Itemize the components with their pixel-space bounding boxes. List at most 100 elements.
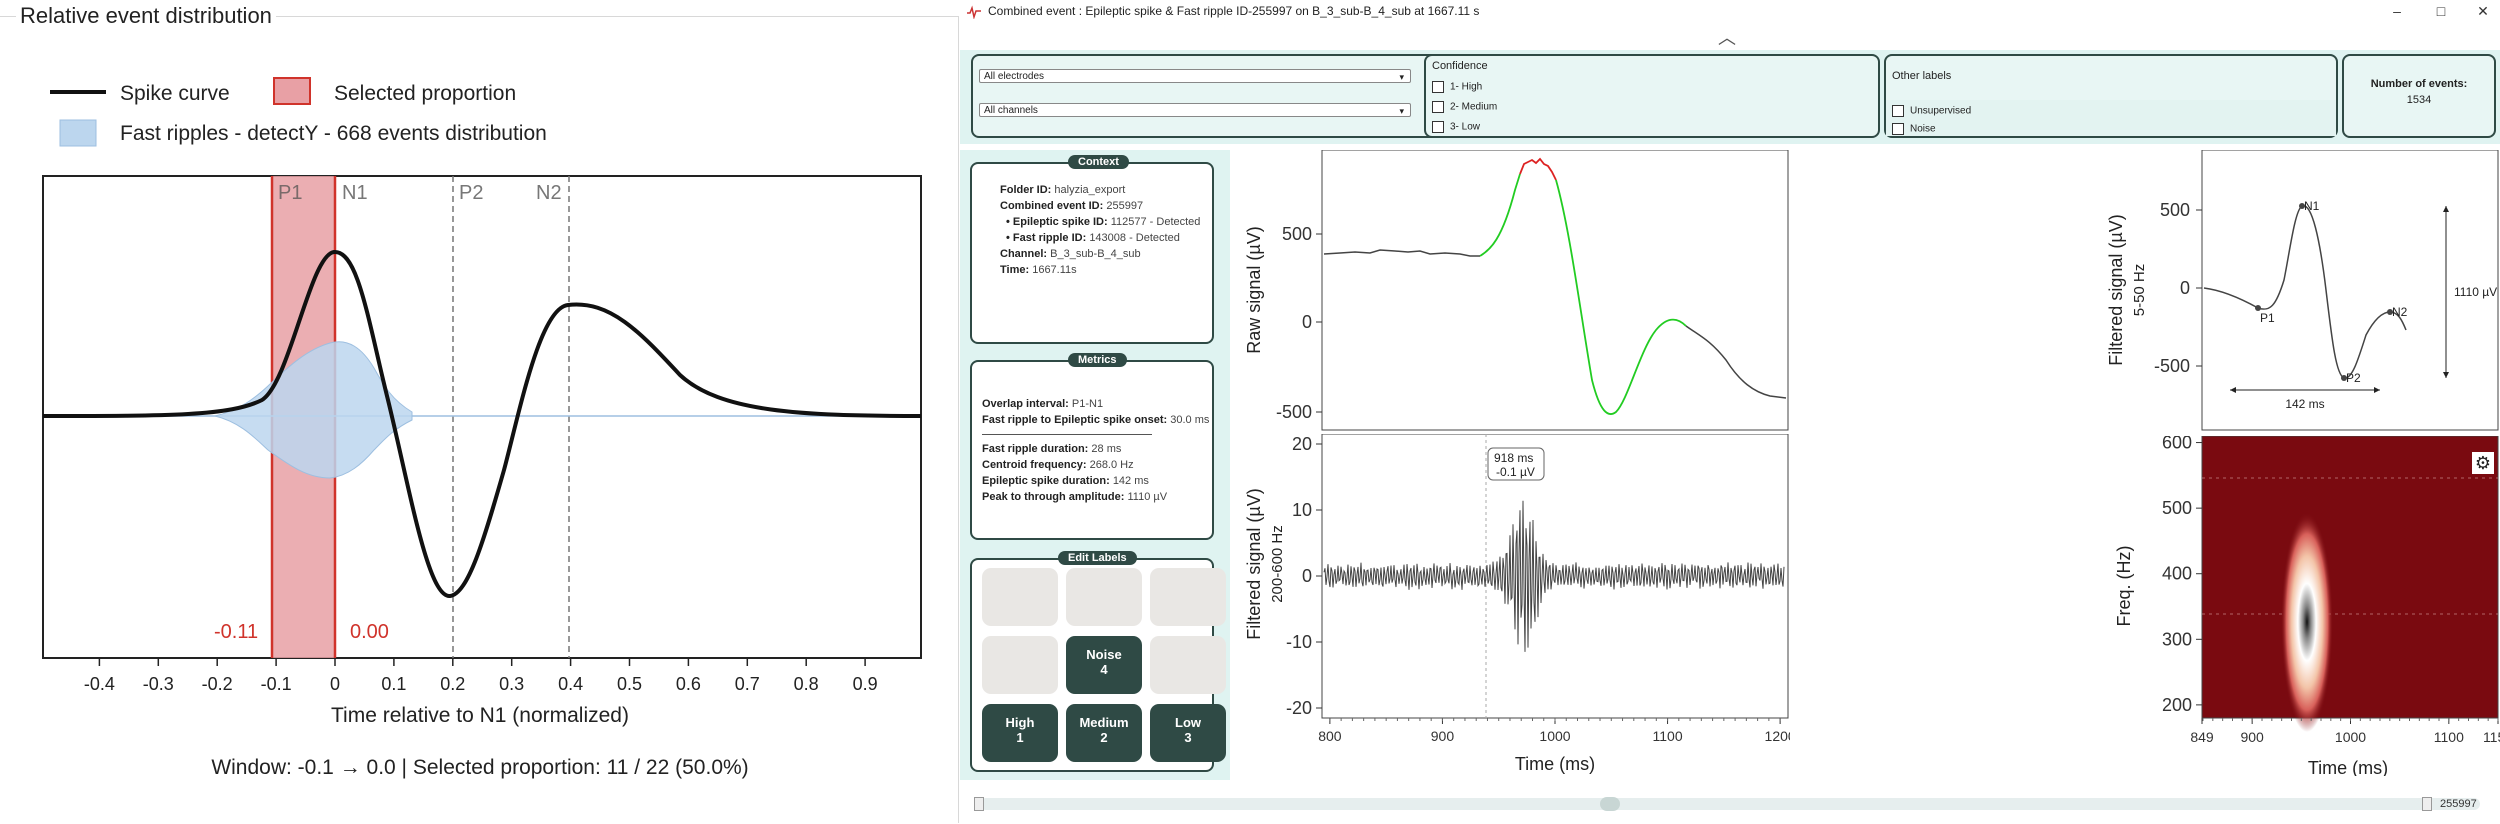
amplitude-row: Peak to through amplitude: 1110 µV bbox=[982, 489, 1209, 505]
y-tick-label: 200 bbox=[2162, 695, 2192, 715]
fast-ripple-plot: 20 10 0 -10 -20 Filtered signal (µV) 200-600… bbox=[1244, 434, 1790, 774]
confidence-low-checkbox[interactable]: 3- Low bbox=[1432, 121, 1480, 133]
value: 1667.11s bbox=[1032, 264, 1077, 276]
checkbox-label: 3- Low bbox=[1450, 121, 1481, 133]
p2-label: P2 bbox=[2346, 371, 2361, 385]
gear-icon[interactable]: ⚙ bbox=[2475, 453, 2491, 473]
shortcut-key: 2 bbox=[1100, 730, 1108, 745]
value: 268.0 Hz bbox=[1089, 459, 1134, 471]
checkbox-box bbox=[1432, 81, 1444, 93]
legend: Spike curve Selected proportion Fast rip… bbox=[50, 77, 547, 147]
y-tick-label: 20 bbox=[1292, 434, 1312, 454]
low-label-button[interactable]: Low 3 bbox=[1150, 704, 1226, 762]
label: Fast ripple to Epileptic spike onset: bbox=[982, 414, 1168, 426]
raw-ylabel: Raw signal (µV) bbox=[1244, 226, 1264, 353]
timeline-scrollbar[interactable] bbox=[980, 798, 2480, 810]
checkbox-box bbox=[1432, 121, 1444, 133]
ripple-x-ticks: 800 900 1000 1100 1200 bbox=[1318, 718, 1790, 744]
unsupervised-checkbox[interactable]: Unsupervised bbox=[1892, 105, 1971, 117]
ripple-xlabel: Time (ms) bbox=[1515, 754, 1595, 774]
ripples-distribution bbox=[214, 341, 413, 479]
y-tick-label: 10 bbox=[1292, 500, 1312, 520]
spectrogram-frame bbox=[2201, 436, 2499, 719]
channels-select[interactable]: All channels ▾ bbox=[979, 103, 1411, 117]
value: B_3_sub-B_4_sub bbox=[1050, 248, 1141, 260]
x-tick-label: -0.4 bbox=[84, 674, 115, 694]
spike-ytick: -500 bbox=[2154, 356, 2190, 376]
panel-title: Relative event distribution bbox=[16, 3, 276, 29]
n2-point bbox=[2387, 309, 2393, 315]
confidence-high-checkbox[interactable]: 1- High bbox=[1432, 81, 1482, 93]
label: Overlap interval: bbox=[982, 398, 1069, 410]
checkbox-box bbox=[1892, 105, 1904, 117]
ripple-y-ticks: 20 10 0 -10 -20 bbox=[1286, 434, 1322, 718]
close-button[interactable]: ✕ bbox=[2477, 3, 2489, 19]
scroll-end-handle[interactable] bbox=[2422, 797, 2432, 811]
spike-id-row: • Epileptic spike ID: 112577 - Detected bbox=[1000, 214, 1200, 230]
high-label-button[interactable]: High 1 bbox=[982, 704, 1058, 762]
empty-label-slot bbox=[1150, 636, 1226, 694]
x-tick-label: 1150 bbox=[2483, 729, 2500, 745]
noise-label-button[interactable]: Noise 4 bbox=[1066, 636, 1142, 694]
medium-label-button[interactable]: Medium 2 bbox=[1066, 704, 1142, 762]
electrodes-select[interactable]: All electrodes ▾ bbox=[979, 69, 1411, 83]
app-icon bbox=[967, 5, 981, 19]
settings-button[interactable] bbox=[2472, 452, 2494, 474]
spike-ytick: 500 bbox=[2160, 200, 2190, 220]
p2-point bbox=[2341, 375, 2347, 381]
folder-id-row: Folder ID: halyzia_export bbox=[1000, 182, 1200, 198]
button-label: Noise bbox=[1086, 647, 1122, 662]
confidence-filter: Confidence 1- High 2- Medium 3- Low bbox=[1424, 54, 1880, 138]
x-axis-ticks: -0.4 -0.3 -0.2 -0.1 0 0.1 0.2 0.3 0.4 0.5 0.6 0.7 0.… bbox=[84, 658, 878, 694]
confidence-medium-checkbox[interactable]: 2- Medium bbox=[1432, 101, 1497, 113]
window-end-label: 0.00 bbox=[350, 621, 389, 643]
empty-label-slot bbox=[982, 636, 1058, 694]
dropdown-arrow-icon: ▾ bbox=[1399, 72, 1404, 82]
spike-ytick: 0 bbox=[2180, 278, 2190, 298]
maximize-button[interactable]: □ bbox=[2436, 3, 2446, 19]
minimize-button[interactable]: – bbox=[2393, 3, 2401, 19]
ripple-trace bbox=[1323, 500, 1785, 652]
x-tick-label: 1200 bbox=[1765, 728, 1790, 744]
x-tick-label: 0.8 bbox=[794, 674, 819, 694]
event-count-value: 1534 bbox=[2406, 94, 2432, 106]
value: 1110 µV bbox=[1127, 491, 1168, 503]
x-tick-label: 0.3 bbox=[499, 674, 524, 694]
other-labels-filter: Other labels Unsupervised Noise bbox=[1884, 54, 2338, 138]
noise-checkbox[interactable]: Noise bbox=[1892, 123, 1936, 135]
collapse-chevron-icon[interactable]: ︿ bbox=[1718, 28, 1736, 48]
label: Epileptic spike duration: bbox=[982, 475, 1110, 487]
p1-point bbox=[2255, 305, 2261, 311]
window-title: Combined event : Epileptic spike & Fast … bbox=[988, 4, 1480, 18]
x-tick-label: 0.7 bbox=[735, 674, 760, 694]
x-tick-label: -0.1 bbox=[261, 674, 292, 694]
x-tick-label: 0.1 bbox=[381, 674, 406, 694]
y-tick-label: 0 bbox=[1302, 566, 1312, 586]
shortcut-key: 3 bbox=[1184, 730, 1192, 745]
window-titlebar: Combined event : Epileptic spike & Fast … bbox=[960, 0, 2500, 24]
n1-point bbox=[2299, 203, 2305, 209]
raw-ytick: 0 bbox=[1302, 312, 1312, 332]
checkbox-label: Noise bbox=[1910, 123, 1936, 135]
x-tick-label: 1000 bbox=[1539, 728, 1570, 744]
dropdown-arrow-icon: ▾ bbox=[1399, 106, 1404, 116]
x-tick-label: 900 bbox=[2240, 729, 2264, 745]
label: Folder ID: bbox=[1000, 184, 1052, 196]
context-lines: Folder ID: halyzia_export Combined event… bbox=[1000, 182, 1200, 278]
x-tick-label: 1100 bbox=[1653, 728, 1683, 744]
confidence-title: Confidence bbox=[1432, 60, 1488, 72]
marker-n1: N1 bbox=[342, 182, 368, 204]
duration-label: 142 ms bbox=[2285, 397, 2324, 411]
checkbox-box bbox=[1892, 123, 1904, 135]
timeline-scroll-thumb[interactable] bbox=[1600, 797, 1620, 811]
y-tick-label: -20 bbox=[1286, 698, 1312, 718]
overlap-row: Overlap interval: P1-N1 bbox=[982, 396, 1209, 412]
x-tick-label: 0.6 bbox=[676, 674, 701, 694]
x-tick-label: 0.9 bbox=[853, 674, 878, 694]
distribution-chart: P1 N1 P2 N2 -0.11 0.00 -0.4 -0.3 -0.2 -0.1 0… bbox=[42, 175, 922, 779]
cursor-value: -0.1 µV bbox=[1496, 465, 1535, 479]
scroll-start-handle[interactable] bbox=[974, 797, 984, 811]
combined-id-row: Combined event ID: 255997 bbox=[1000, 198, 1200, 214]
x-tick-label: -0.2 bbox=[202, 674, 233, 694]
raw-ytick: 500 bbox=[1282, 224, 1312, 244]
